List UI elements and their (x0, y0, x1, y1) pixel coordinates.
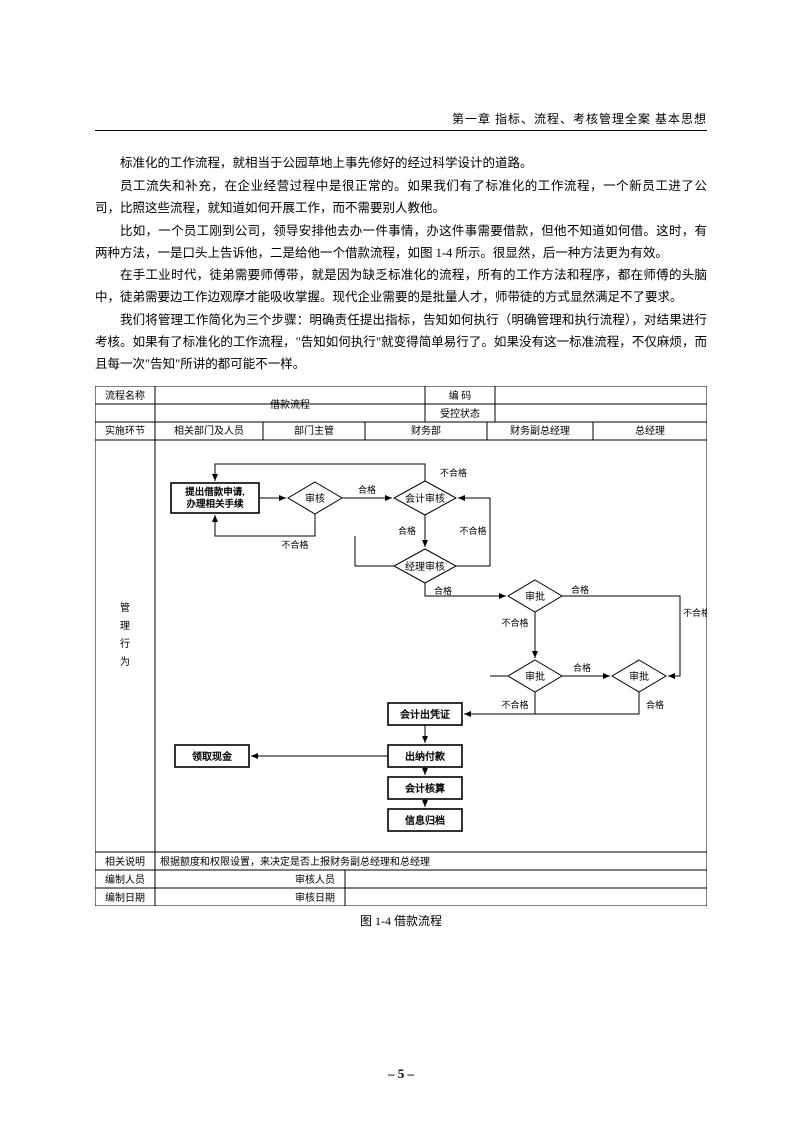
side-label-2: 理 (120, 620, 130, 632)
node-pay: 出纳付款 (405, 750, 446, 763)
page-number: – 5 – (0, 1066, 802, 1082)
side-label-4: 为 (120, 656, 130, 668)
figure-caption: 图 1-4 借款流程 (95, 912, 707, 929)
col-1: 相关部门及人员 (174, 424, 244, 437)
chapter-header: 第一章 指标、流程、考核管理全案 基本思想 (95, 110, 707, 131)
para-5: 我们将管理工作简化为三个步骤：明确责任提出指标，告知如何执行（明确管理和执行流程… (95, 310, 707, 376)
para-2: 员工流失和补充，在企业经营过程中是很正常的。如果我们有了标准化的工作流程，一个新… (95, 176, 707, 220)
edge-fail-2b: 不合格 (459, 525, 486, 536)
node-approve2: 审批 (525, 670, 545, 683)
chapter-title: 第一章 指标、流程、考核管理全案 基本思想 (452, 112, 707, 126)
para-4: 在手工业时代，徒弟需要师傅带，就是因为缺乏标准化的流程，所有的工作方法和程序，都… (95, 265, 707, 309)
para-1: 标准化的工作流程，就相当于公园草地上事先修好的经过科学设计的道路。 (95, 153, 707, 175)
side-label-3: 行 (120, 637, 130, 650)
label-author: 编制人员 (105, 873, 145, 886)
node-approve1: 审批 (525, 590, 545, 603)
label-date: 编制日期 (105, 891, 145, 904)
flowchart-container: 流程名称 借款流程 编 码 受控状态 实施环节 相关部门及人员 部门主管 财务部… (95, 386, 707, 906)
edge-pass-4: 合格 (571, 584, 589, 595)
label-process-name: 流程名称 (105, 389, 145, 402)
col-3: 财务部 (411, 424, 441, 437)
edge-pass-2: 合格 (398, 525, 416, 536)
label-reviewer: 审核人员 (295, 873, 335, 886)
edge-pass-1: 合格 (358, 484, 376, 495)
edge-fail-4: 不合格 (501, 617, 528, 628)
flowchart-svg: 流程名称 借款流程 编 码 受控状态 实施环节 相关部门及人员 部门主管 财务部… (95, 386, 707, 906)
edge-fail-right: 不合格 (683, 607, 707, 618)
node-voucher: 会计出凭证 (400, 708, 450, 721)
node-submit-l1: 提出借款申请, (185, 486, 245, 498)
edge-pass-6: 合格 (646, 699, 664, 710)
related-value: 根据额度和权限设置，来决定是否上报财务副总经理和总经理 (160, 855, 430, 868)
body-text: 标准化的工作流程，就相当于公园草地上事先修好的经过科学设计的道路。 员工流失和补… (95, 153, 707, 376)
edge-pass-5: 合格 (573, 662, 591, 673)
node-accounting: 会计核算 (405, 782, 445, 795)
node-archive: 信息归档 (405, 814, 445, 827)
node-review: 审核 (305, 492, 325, 505)
node-receive: 领取现金 (192, 750, 233, 763)
col-4: 财务副总经理 (510, 424, 570, 437)
label-related: 相关说明 (105, 855, 145, 868)
para-3: 比如，一个员工刚到公司，领导安排他去办一件事情，办这件事需要借款，但他不知道如何… (95, 221, 707, 265)
edge-fail-1: 不合格 (281, 539, 308, 550)
node-submit-l2: 办理相关手续 (186, 498, 244, 510)
label-status: 受控状态 (440, 407, 480, 420)
label-process-title: 借款流程 (270, 398, 310, 411)
edge-fail-2: 不合格 (440, 467, 467, 478)
edge-pass-3: 合格 (434, 585, 452, 596)
side-label-1: 管 (120, 601, 130, 614)
label-code: 编 码 (449, 389, 472, 402)
edge-fail-5: 不合格 (501, 699, 528, 710)
node-mgr: 经理审核 (405, 560, 445, 573)
col-5: 总经理 (635, 424, 665, 437)
col-2: 部门主管 (294, 424, 334, 437)
label-review-date: 审核日期 (295, 891, 335, 904)
label-stage: 实施环节 (105, 424, 145, 437)
node-approve3: 审批 (629, 670, 649, 683)
node-acct: 会计审核 (405, 492, 445, 505)
